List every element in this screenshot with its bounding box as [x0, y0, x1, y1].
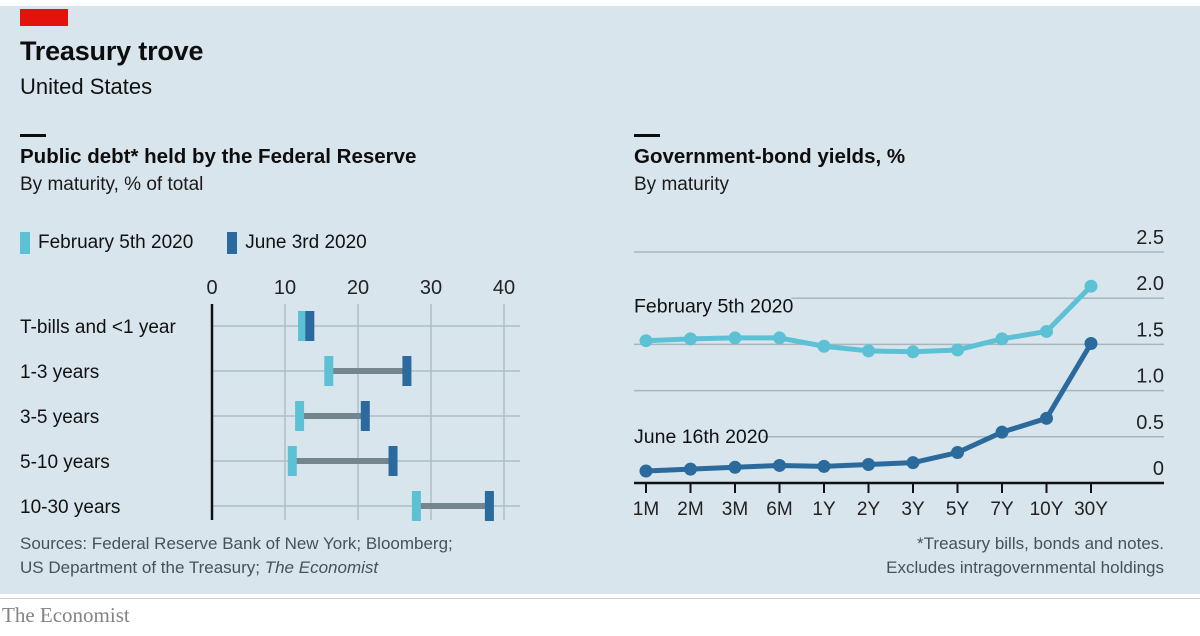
- svg-text:30Y: 30Y: [1074, 499, 1108, 520]
- svg-text:2.5: 2.5: [1136, 227, 1164, 249]
- footnote-line2: Excludes intragovernmental holdings: [886, 558, 1164, 577]
- brand-divider: [0, 598, 1200, 599]
- svg-text:0: 0: [1153, 458, 1164, 480]
- sources-line1: Sources: Federal Reserve Bank of New Yor…: [20, 534, 453, 553]
- sources-text: Sources: Federal Reserve Bank of New Yor…: [20, 532, 453, 580]
- yield-line-chart: February 5th 2020 June 16th 2020 1M 2M 3M 6M 1…: [630, 227, 1164, 520]
- svg-text:20: 20: [347, 277, 369, 299]
- left-chart-legend: February 5th 2020 June 3rd 2020: [20, 232, 367, 254]
- sources-publication: The Economist: [264, 558, 379, 577]
- svg-text:3Y: 3Y: [901, 499, 925, 520]
- sources-line2: US Department of the Treasury;: [20, 558, 265, 577]
- svg-text:5-10 years: 5-10 years: [20, 452, 110, 473]
- svg-text:2M: 2M: [677, 499, 703, 520]
- svg-text:1Y: 1Y: [812, 499, 836, 520]
- right-chart-subtitle: By maturity: [634, 174, 730, 195]
- publication-logo: The Economist: [2, 603, 130, 627]
- left-chart-header: Public debt* held by the Federal Reserve…: [20, 134, 580, 196]
- legend-item-june: June 3rd 2020: [227, 232, 367, 254]
- svg-text:June 16th 2020: June 16th 2020: [634, 426, 769, 448]
- legend-label-february: February 5th 2020: [38, 232, 194, 253]
- left-chart-title: Public debt* held by the Federal Reserve: [20, 145, 417, 168]
- svg-text:0: 0: [206, 277, 217, 299]
- svg-text:2.0: 2.0: [1136, 273, 1164, 295]
- svg-text:5Y: 5Y: [946, 499, 970, 520]
- svg-text:40: 40: [493, 277, 515, 299]
- svg-text:1.0: 1.0: [1136, 366, 1164, 388]
- legend-label-june: June 3rd 2020: [245, 232, 367, 253]
- svg-text:1.5: 1.5: [1136, 319, 1164, 341]
- svg-text:30: 30: [420, 277, 442, 299]
- svg-text:3M: 3M: [722, 499, 748, 520]
- svg-text:1M: 1M: [633, 499, 659, 520]
- left-chart-subtitle: By maturity, % of total: [20, 174, 204, 195]
- page-subtitle: United States: [20, 74, 153, 99]
- chart-panel: Treasury trove United States Public debt…: [0, 6, 1200, 594]
- svg-text:1-3 years: 1-3 years: [20, 362, 99, 383]
- svg-text:3-5 years: 3-5 years: [20, 407, 99, 428]
- svg-text:10Y: 10Y: [1030, 499, 1064, 520]
- footnote-text: *Treasury bills, bonds and notes. Exclud…: [886, 532, 1164, 580]
- economist-red-tab: [20, 9, 68, 26]
- june-swatch: [227, 232, 238, 254]
- february-swatch: [20, 232, 30, 254]
- svg-text:February 5th 2020: February 5th 2020: [634, 296, 794, 318]
- svg-text:10: 10: [274, 277, 296, 299]
- right-chart-title: Government-bond yields, %: [634, 145, 906, 168]
- kicker-dash: [634, 134, 660, 137]
- dumbbell-chart: 0 10 20 30 40 T-bills and <1 year 1-3 years 3-5…: [20, 277, 520, 521]
- svg-text:T-bills and <1 year: T-bills and <1 year: [20, 317, 176, 338]
- right-chart-header: Government-bond yields, % By maturity: [634, 134, 1194, 196]
- svg-text:7Y: 7Y: [990, 499, 1014, 520]
- page-title: Treasury trove: [20, 36, 204, 66]
- svg-text:2Y: 2Y: [857, 499, 881, 520]
- legend-item-february: February 5th 2020: [20, 232, 193, 254]
- footnote-line1: *Treasury bills, bonds and notes.: [917, 534, 1164, 553]
- svg-text:6M: 6M: [766, 499, 792, 520]
- svg-text:10-30 years: 10-30 years: [20, 497, 120, 518]
- svg-text:0.5: 0.5: [1136, 412, 1164, 434]
- kicker-dash: [20, 134, 46, 137]
